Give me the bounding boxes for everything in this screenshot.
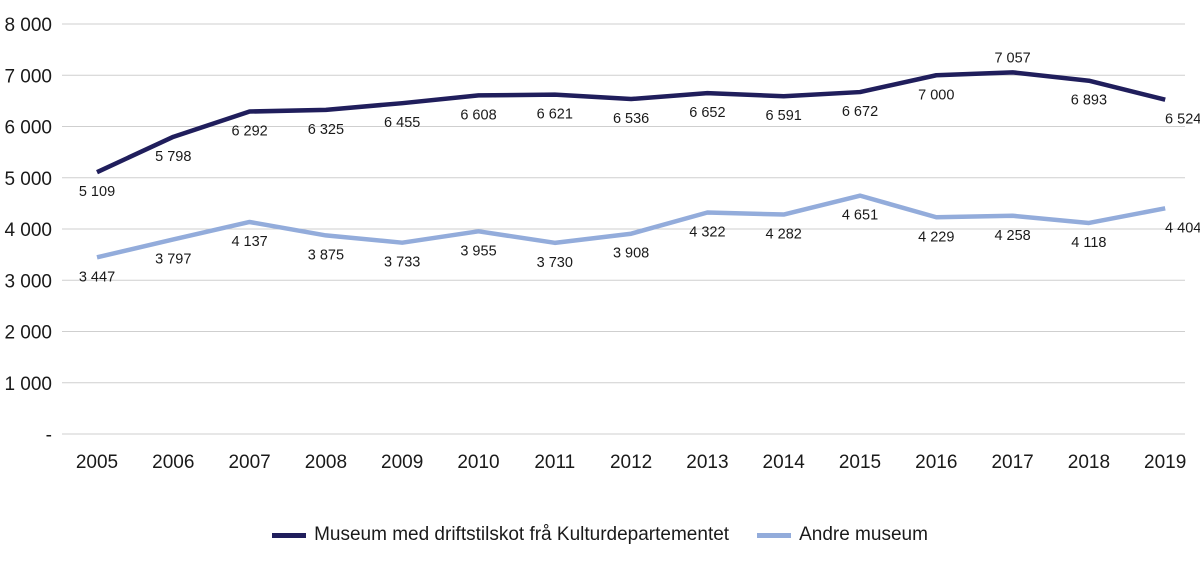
y-tick-label: 1 000 [4, 374, 52, 395]
x-tick-label: 2008 [305, 452, 347, 473]
legend-swatch-light [757, 532, 792, 538]
x-tick-label: 2016 [915, 452, 957, 473]
x-tick-label: 2015 [839, 452, 881, 473]
data-label: 3 797 [155, 251, 191, 267]
data-label: 4 137 [231, 234, 267, 250]
x-tick-label: 2010 [457, 452, 499, 473]
data-label: 3 875 [308, 247, 344, 263]
series-line-1 [96, 193, 1166, 260]
data-label: 7 000 [918, 87, 954, 103]
x-tick-label: 2009 [381, 452, 423, 473]
data-label: 6 455 [384, 115, 420, 131]
x-tick-label: 2019 [1144, 452, 1186, 473]
data-label: 6 536 [613, 111, 649, 127]
legend-item-andre: Andre museum [757, 524, 928, 546]
data-label: 4 404 [1165, 220, 1200, 236]
y-tick-label: 8 000 [4, 15, 52, 36]
data-label: 3 908 [613, 246, 649, 262]
data-label: 4 322 [689, 224, 725, 240]
x-tick-label: 2005 [76, 452, 118, 473]
data-label: 3 733 [384, 255, 420, 271]
series-line-0 [96, 70, 1166, 175]
data-label: 5 109 [79, 184, 115, 200]
data-label: 4 118 [1071, 235, 1106, 251]
data-label: 6 672 [842, 104, 878, 120]
data-label: 4 258 [994, 228, 1030, 244]
data-label: 6 292 [231, 124, 267, 140]
legend: Museum med driftstilskot frå Kulturdepar… [0, 524, 1200, 546]
y-tick-label: - [46, 425, 52, 446]
line-chart: - 1 000 2 000 3 000 4 000 5 000 6 000 7 000 8 00… [4, 15, 1200, 473]
y-tick-label: 5 000 [4, 169, 52, 190]
data-label: 6 893 [1071, 93, 1107, 109]
data-label: 3 955 [460, 243, 496, 259]
y-tick-label: 6 000 [4, 118, 52, 139]
data-label: 3 730 [537, 255, 573, 271]
data-label: 6 652 [689, 105, 725, 121]
legend-swatch-dark [272, 532, 307, 538]
x-tick-label: 2013 [686, 452, 728, 473]
data-label: 4 651 [842, 208, 878, 224]
data-label: 7 057 [994, 50, 1030, 66]
data-label: 6 325 [308, 122, 344, 138]
x-tick-label: 2007 [228, 452, 270, 473]
data-label: 6 621 [537, 107, 573, 123]
x-tick-label: 2006 [152, 452, 194, 473]
x-tick-label: 2014 [763, 452, 806, 473]
legend-label: Museum med driftstilskot frå Kulturdepar… [314, 524, 730, 545]
x-tick-label: 2011 [534, 452, 575, 473]
legend-item-kulturdepartementet: Museum med driftstilskot frå Kulturdepar… [272, 524, 729, 546]
y-tick-label: 2 000 [4, 323, 52, 344]
x-tick-label: 2017 [991, 452, 1033, 473]
data-label: 4 229 [918, 229, 954, 245]
legend-label: Andre museum [799, 524, 928, 545]
data-label: 3 447 [79, 269, 115, 285]
data-label: 6 608 [460, 107, 496, 123]
x-tick-label: 2018 [1068, 452, 1110, 473]
data-label: 6 524 [1165, 112, 1200, 128]
y-tick-label: 4 000 [4, 220, 52, 241]
y-tick-label: 7 000 [4, 66, 52, 87]
x-tick-label: 2012 [610, 452, 652, 473]
data-label: 6 591 [766, 108, 802, 124]
data-label: 5 798 [155, 149, 191, 165]
y-tick-label: 3 000 [4, 271, 52, 292]
data-label: 4 282 [766, 227, 802, 243]
